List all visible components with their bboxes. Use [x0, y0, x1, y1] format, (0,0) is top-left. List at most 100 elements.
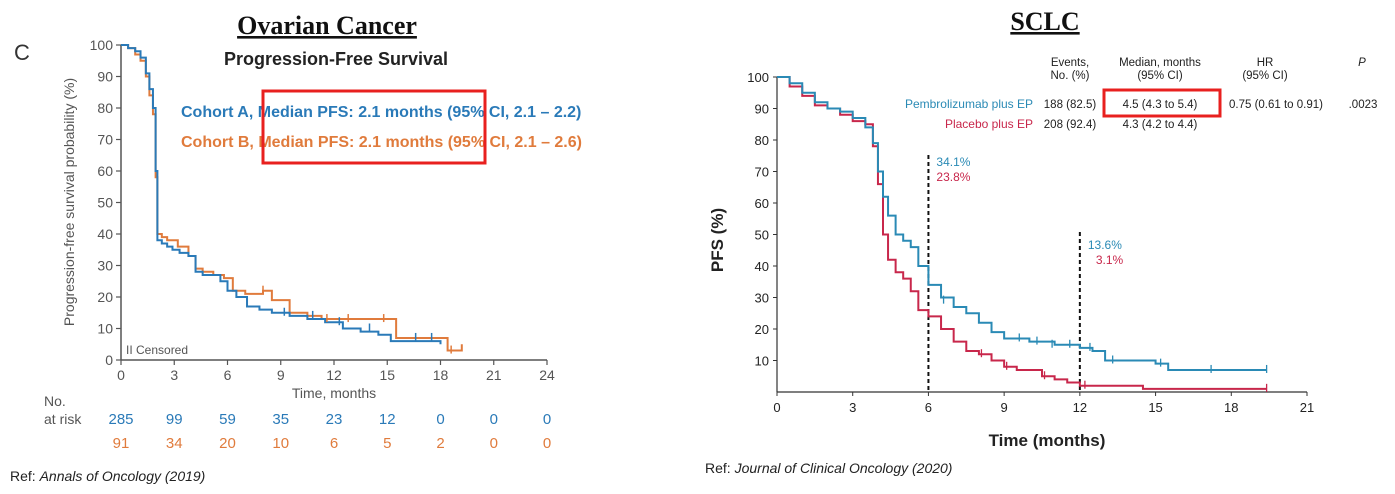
at-risk-cell: 20 — [219, 435, 236, 452]
y-tick-label: 100 — [747, 70, 769, 85]
landmark-placebo-value: 23.8% — [936, 170, 970, 184]
y-tick-label: 40 — [97, 226, 113, 242]
x-tick-label: 9 — [277, 367, 285, 383]
table-header-cell: P — [1358, 57, 1366, 69]
x-tick-label: 18 — [1224, 400, 1238, 415]
y-tick-label: 90 — [755, 102, 769, 117]
left-figure-title: Ovarian Cancer — [237, 11, 417, 40]
x-tick-label: 6 — [224, 367, 232, 383]
at-risk-cell: 0 — [436, 411, 444, 428]
median-text: Median PFS: 2.1 months (95% CI, 2.1 – 2.… — [258, 104, 582, 121]
y-tick-label: 20 — [97, 289, 113, 305]
x-tick-label: 0 — [117, 367, 125, 383]
at-risk-cell: 5 — [383, 435, 391, 452]
events-cell: 208 (92.4) — [1044, 119, 1097, 131]
right-figure-title: SCLC — [1010, 7, 1079, 36]
y-tick-label: 80 — [755, 133, 769, 148]
at-risk-cell: 285 — [108, 411, 133, 428]
x-axis-label: Time, months — [292, 385, 376, 401]
x-tick-label: 21 — [486, 367, 502, 383]
y-tick-label: 60 — [755, 196, 769, 211]
series-legend-label: Placebo plus EP — [945, 117, 1033, 131]
y-tick-label: 10 — [755, 354, 769, 369]
at-risk-cell: 10 — [272, 435, 289, 452]
cohort-label: Cohort B, — [181, 134, 258, 151]
x-tick-label: 6 — [925, 400, 932, 415]
left-reference: Ref: Annals of Oncology (2019) — [10, 468, 205, 484]
landmark-pembro-value: 34.1% — [936, 155, 970, 169]
events-cell: 188 (82.5) — [1044, 99, 1097, 111]
x-tick-label: 0 — [773, 400, 780, 415]
right-reference-source: Journal of Clinical Oncology (2020) — [734, 460, 953, 476]
left-reference-prefix: Ref: — [10, 468, 40, 484]
y-tick-label: 70 — [97, 132, 113, 148]
km-curve-placebo-plus-ep — [777, 76, 1267, 390]
at-risk-cell: 0 — [490, 435, 498, 452]
x-tick-label: 21 — [1300, 400, 1314, 415]
at-risk-cell: 35 — [272, 411, 289, 428]
x-tick-label: 12 — [1073, 400, 1087, 415]
ovarian-pfs-chart: C Progression-Free Survival01020304050607… — [14, 37, 582, 452]
y-tick-label: 50 — [755, 228, 769, 243]
at-risk-cell: 12 — [379, 411, 396, 428]
at-risk-label-line2: at risk — [44, 411, 82, 427]
at-risk-cell: 6 — [330, 435, 338, 452]
right-reference-prefix: Ref: — [705, 460, 735, 476]
y-tick-label: 30 — [755, 291, 769, 306]
at-risk-cell: 2 — [436, 435, 444, 452]
median-cell: 4.5 (4.3 to 5.4) — [1123, 99, 1198, 111]
highlight-box — [1102, 88, 1222, 118]
at-risk-label-line1: No. — [44, 393, 66, 409]
landmark-pembro-value: 13.6% — [1088, 238, 1122, 252]
y-tick-label: 90 — [97, 69, 113, 85]
median-text: Median PFS: 2.1 months (95% CI, 2.1 – 2.… — [258, 134, 582, 151]
y-tick-label: 30 — [97, 258, 113, 274]
median-legend-cohort-a: Cohort A, Median PFS: 2.1 months (95% CI… — [181, 104, 581, 121]
median-legend-cohort-b: Cohort B, Median PFS: 2.1 months (95% CI… — [181, 134, 582, 151]
y-tick-label: 70 — [755, 165, 769, 180]
table-header-cell: No. (%) — [1051, 70, 1090, 82]
at-risk-cell: 0 — [543, 411, 551, 428]
y-axis-label: Progression-free survival probability (%… — [61, 78, 77, 326]
x-tick-label: 3 — [170, 367, 178, 383]
y-tick-label: 40 — [755, 259, 769, 274]
at-risk-cell: 34 — [166, 435, 183, 452]
chart-title: Progression-Free Survival — [224, 49, 448, 69]
x-axis-label: Time (months) — [989, 431, 1106, 450]
y-tick-label: 50 — [97, 195, 113, 211]
x-tick-label: 3 — [849, 400, 856, 415]
x-tick-label: 9 — [1001, 400, 1008, 415]
y-tick-label: 20 — [755, 322, 769, 337]
at-risk-cell: 99 — [166, 411, 183, 428]
x-tick-label: 15 — [379, 367, 395, 383]
x-tick-label: 12 — [326, 367, 342, 383]
table-header-cell: HR — [1257, 57, 1274, 69]
sclc-pfs-chart: 10 20 30 40 50 60 70 80 90 100 0 3 6 9 12 15 18 21 Time (m… — [708, 57, 1377, 450]
km-curve-cohort-a — [121, 44, 442, 345]
at-risk-cell: 0 — [490, 411, 498, 428]
censor-legend: II Censored — [126, 343, 188, 357]
x-tick-label: 24 — [539, 367, 555, 383]
hr-cell: 0.75 (0.61 to 0.91) — [1229, 99, 1323, 111]
at-risk-cell: 59 — [219, 411, 236, 428]
table-header-cell: Median, months — [1119, 57, 1201, 69]
y-tick-label: 100 — [90, 37, 114, 53]
at-risk-cell: 23 — [326, 411, 343, 428]
at-risk-cell: 0 — [543, 435, 551, 452]
x-tick-label: 18 — [433, 367, 449, 383]
y-axis-label: PFS (%) — [708, 208, 727, 272]
y-tick-label: 10 — [97, 321, 113, 337]
panel-letter: C — [14, 40, 30, 65]
right-reference: Ref: Journal of Clinical Oncology (2020) — [705, 460, 952, 476]
at-risk-cell: 91 — [113, 435, 130, 452]
median-cell: 4.3 (4.2 to 4.4) — [1123, 119, 1198, 131]
table-header-cell: (95% CI) — [1242, 70, 1288, 82]
p-value-cell: .0023 — [1349, 99, 1378, 111]
left-reference-source: Annals of Oncology (2019) — [39, 468, 206, 484]
y-tick-label: 80 — [97, 100, 113, 116]
table-header-cell: Events, — [1051, 57, 1089, 69]
y-tick-label: 60 — [97, 163, 113, 179]
y-tick-label: 0 — [105, 352, 113, 368]
landmark-placebo-value: 3.1% — [1096, 253, 1124, 267]
